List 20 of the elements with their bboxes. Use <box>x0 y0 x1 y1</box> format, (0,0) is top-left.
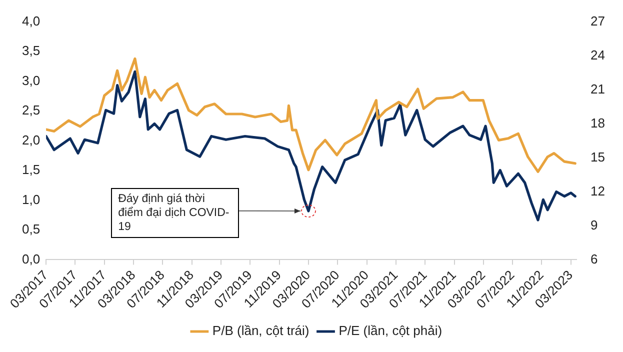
y2-tick-label: 21 <box>590 81 606 96</box>
y-tick-label: 2,0 <box>22 132 40 148</box>
y-tick-label: 2,5 <box>22 102 40 118</box>
y-tick-label: 0,0 <box>22 251 40 266</box>
legend-label: P/B (lần, cột trái) <box>212 323 310 338</box>
legend-label: P/E (lần, cột phải) <box>338 323 442 338</box>
y2-tick-label: 6 <box>590 251 598 266</box>
annotation: Đáy định giá thời điểm đại dịch COVID-19 <box>111 188 240 238</box>
y2-tick-label: 27 <box>590 13 606 28</box>
y2-tick-label: 12 <box>590 183 606 198</box>
y-tick-label: 0,5 <box>22 222 40 237</box>
y-tick-label: 3,5 <box>22 43 40 58</box>
y2-tick-label: 24 <box>590 47 606 62</box>
y2-tick-label: 15 <box>590 149 606 164</box>
y-tick-label: 1,5 <box>22 162 40 178</box>
y2-tick-label: 18 <box>590 115 606 130</box>
y-tick-label: 3,0 <box>22 72 40 88</box>
y2-tick-label: 9 <box>590 217 598 232</box>
y-tick-label: 4,0 <box>22 13 40 28</box>
y-tick-label: 1,0 <box>22 192 40 207</box>
